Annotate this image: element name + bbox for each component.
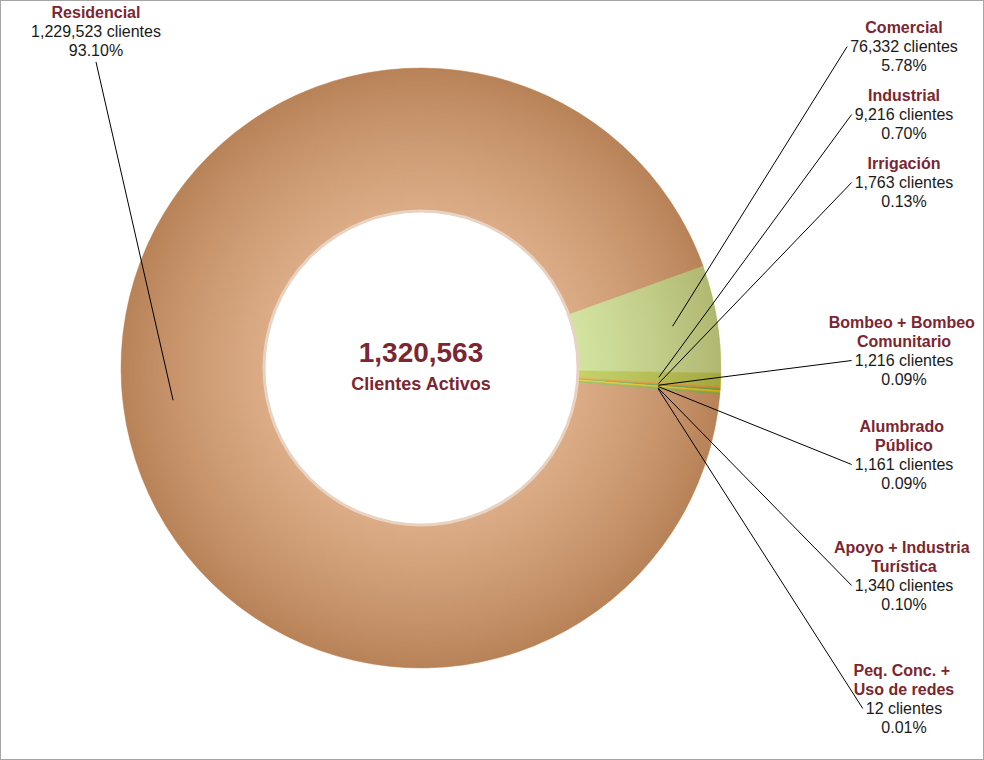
category-line: Apoyo + Industria <box>834 539 974 556</box>
slice <box>569 266 721 373</box>
category-line: Alumbrado <box>860 418 949 435</box>
value-label: 12 clientes <box>866 700 943 717</box>
chart-canvas: 1,320,563 Clientes Activos Residencial 1,22… <box>0 0 984 760</box>
category-line: Uso de redes <box>854 681 955 698</box>
slice <box>577 381 720 394</box>
leader-lines <box>96 47 863 709</box>
category-line: Comercial <box>865 19 942 36</box>
donut-hole <box>264 211 578 525</box>
value-label: 1,340 clientes <box>855 577 954 594</box>
percentage-label: 0.13% <box>881 193 926 210</box>
category-line: Público <box>875 437 933 454</box>
frame <box>1 1 984 760</box>
category-label: Apoyo + Industria Turística <box>834 539 974 575</box>
category-line: Residencial <box>52 4 141 21</box>
percentage-label: 0.70% <box>881 125 926 142</box>
category-label: Bombeo + Bombeo Comunitario <box>829 314 980 350</box>
leader-line <box>658 388 851 586</box>
value-label: 9,216 clientes <box>855 106 954 123</box>
category-label: Industrial <box>868 87 940 104</box>
category-label: Irrigación <box>868 155 941 172</box>
category-label: Residencial <box>52 4 141 21</box>
leader-line <box>96 62 173 400</box>
category-line: Bombeo + Bombeo <box>829 314 980 331</box>
category-line: Industrial <box>868 87 940 104</box>
leader-line <box>659 115 852 378</box>
percentage-label: 0.09% <box>881 371 926 388</box>
percentage-label: 5.78% <box>881 57 926 74</box>
percentage-label: 0.09% <box>881 475 926 492</box>
category-label: Peq. Conc. + Uso de redes <box>854 662 955 698</box>
value-label: 1,161 clientes <box>855 456 954 473</box>
percentage-label: 0.10% <box>881 596 926 613</box>
value-label: 1,229,523 clientes <box>31 23 161 40</box>
labels: Residencial 1,229,523 clientes 93.10% Comer… <box>31 4 979 736</box>
category-line: Comunitario <box>857 333 951 350</box>
percentage-label: 0.01% <box>881 719 926 736</box>
value-label: 1,763 clientes <box>855 174 954 191</box>
leader-line <box>658 183 851 384</box>
category-label: Comercial <box>865 19 942 36</box>
percentage-label: 93.10% <box>69 42 123 59</box>
category-line: Irrigación <box>868 155 941 172</box>
leader-line <box>658 389 863 709</box>
leader-line <box>673 47 848 327</box>
slices <box>121 68 721 668</box>
leader-line <box>658 361 851 386</box>
ring-shading <box>121 68 721 668</box>
value-label: 1,216 clientes <box>855 352 954 369</box>
value-label: 76,332 clientes <box>850 38 958 55</box>
category-label: Alumbrado Público <box>860 418 949 454</box>
center-total: 1,320,563 <box>359 337 484 368</box>
center-text: Clientes Activos <box>351 374 490 394</box>
slice <box>577 382 719 394</box>
leader-line <box>658 387 851 465</box>
category-line: Turística <box>871 558 937 575</box>
category-line: Peq. Conc. + <box>854 662 955 679</box>
